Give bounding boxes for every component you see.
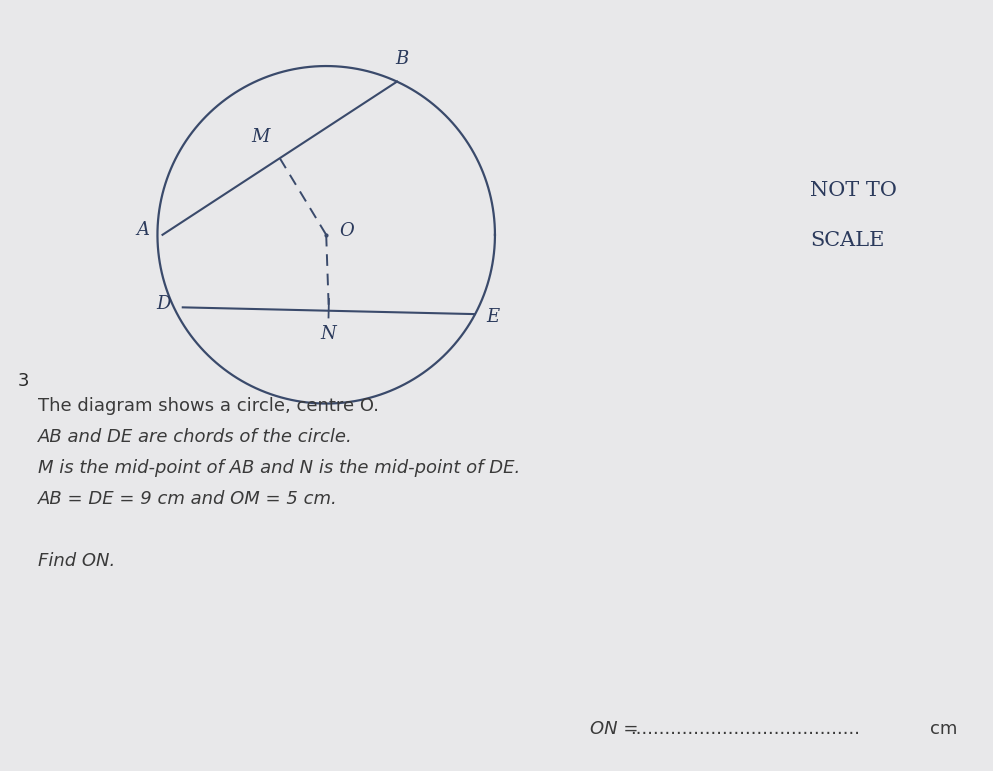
Text: N: N — [321, 325, 337, 343]
Text: cm: cm — [930, 720, 957, 738]
Text: NOT TO: NOT TO — [810, 181, 897, 200]
Text: A: A — [136, 221, 149, 239]
Text: AB = DE = 9 cm and OM = 5 cm.: AB = DE = 9 cm and OM = 5 cm. — [38, 490, 338, 508]
Text: E: E — [487, 308, 499, 326]
Text: The diagram shows a circle, centre O.: The diagram shows a circle, centre O. — [38, 397, 379, 415]
Text: Find ON.: Find ON. — [38, 552, 115, 570]
Text: B: B — [395, 50, 409, 68]
Text: M is the mid-point of AB and N is the mid-point of DE.: M is the mid-point of AB and N is the mi… — [38, 459, 520, 477]
Text: SCALE: SCALE — [810, 231, 885, 251]
Text: AB and DE are chords of the circle.: AB and DE are chords of the circle. — [38, 428, 353, 446]
Text: ON =: ON = — [590, 720, 644, 738]
Text: D: D — [157, 295, 171, 313]
Text: ........................................: ........................................ — [630, 720, 860, 738]
Text: O: O — [340, 222, 355, 241]
Text: 3: 3 — [18, 372, 30, 390]
Text: M: M — [251, 128, 270, 146]
